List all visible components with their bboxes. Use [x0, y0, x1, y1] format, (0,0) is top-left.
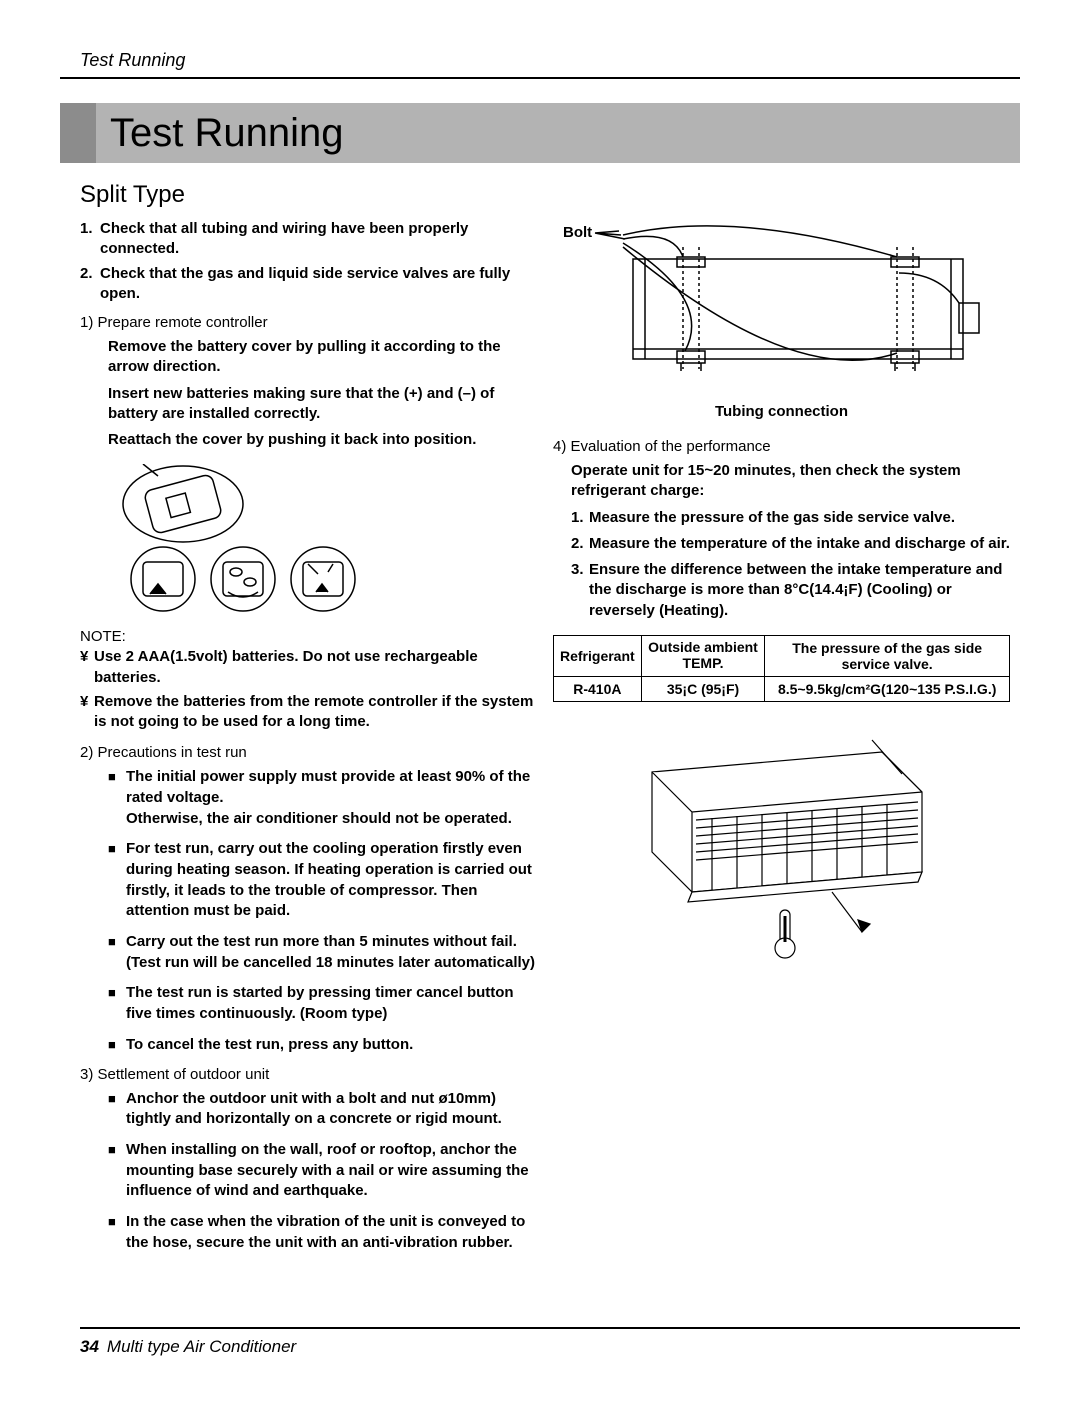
th-temp: Outside ambient TEMP.: [641, 635, 765, 676]
step-3-heading: 3) Settlement of outdoor unit: [80, 1066, 537, 1083]
check-2: Check that the gas and liquid side servi…: [100, 264, 537, 305]
step3-item-1: Anchor the outdoor unit with a bolt and …: [126, 1089, 537, 1130]
indoor-unit-diagram: [553, 732, 1010, 962]
td-temp: 35¡C (95¡F): [641, 676, 765, 701]
step-1-body: Remove the battery cover by pulling it a…: [108, 337, 537, 450]
banner-accent: [60, 103, 96, 163]
step3-item-2: When installing on the wall, roof or roo…: [126, 1140, 537, 1202]
bolt-label: Bolt: [563, 224, 592, 241]
step2-item-2: For test run, carry out the cooling oper…: [126, 839, 537, 922]
step4-item-3: Ensure the difference between the intake…: [589, 560, 1010, 621]
left-column: 1.Check that all tubing and wiring have …: [60, 219, 537, 1263]
step2-item-1: The initial power supply must provide at…: [126, 767, 537, 829]
th-refrigerant: Refrigerant: [554, 635, 642, 676]
right-column: Bolt: [553, 219, 1020, 1263]
step2-item-4: The test run is started by pressing time…: [126, 983, 537, 1024]
td-pressure: 8.5~9.5kg/cm²G(120~135 P.S.I.G.): [765, 676, 1010, 701]
step-2-heading: 2) Precautions in test run: [80, 744, 537, 761]
step3-item-3: In the case when the vibration of the un…: [126, 1212, 537, 1253]
step2-item-5: To cancel the test run, press any button…: [126, 1035, 413, 1056]
title-banner: Test Running: [60, 103, 1020, 163]
page-title: Test Running: [110, 111, 343, 156]
td-refrigerant: R-410A: [554, 676, 642, 701]
note-2: Remove the batteries from the remote con…: [94, 692, 537, 733]
note-list: ¥Use 2 AAA(1.5volt) batteries. Do not us…: [80, 647, 537, 732]
header-rule: [60, 77, 1020, 79]
step1-item-3: Reattach the cover by pushing it back in…: [108, 430, 537, 450]
step4-intro: Operate unit for 15~20 minutes, then che…: [571, 461, 1010, 502]
remote-battery-diagram: [108, 464, 537, 614]
step2-item-3: Carry out the test run more than 5 minut…: [126, 932, 537, 973]
page-number: 34: [80, 1337, 99, 1356]
step1-item-2: Insert new batteries making sure that th…: [108, 384, 537, 425]
subtitle: Split Type: [80, 181, 1020, 209]
note-1: Use 2 AAA(1.5volt) batteries. Do not use…: [94, 647, 537, 688]
th-pressure: The pressure of the gas side service val…: [765, 635, 1010, 676]
step4-item-2: Measure the temperature of the intake an…: [589, 535, 1010, 552]
step-4-heading: 4) Evaluation of the performance: [553, 438, 1010, 455]
page-footer: 34 Multi type Air Conditioner: [80, 1327, 1020, 1357]
step-4-body: Operate unit for 15~20 minutes, then che…: [571, 461, 1010, 621]
step-3-body: ■Anchor the outdoor unit with a bolt and…: [108, 1089, 537, 1254]
footer-title: Multi type Air Conditioner: [107, 1337, 296, 1356]
note-label: NOTE:: [80, 628, 537, 645]
step4-item-1: Measure the pressure of the gas side ser…: [589, 509, 955, 526]
check-1: Check that all tubing and wiring have be…: [100, 219, 537, 260]
step-2-body: ■The initial power supply must provide a…: [108, 767, 537, 1055]
step-1-heading: 1) Prepare remote controller: [80, 314, 537, 331]
outdoor-unit-diagram: Bolt: [553, 219, 1010, 399]
running-header: Test Running: [60, 50, 1020, 71]
refrigerant-table: Refrigerant Outside ambient TEMP. The pr…: [553, 635, 1010, 702]
tubing-connection-label: Tubing connection: [553, 403, 1010, 420]
step1-item-1: Remove the battery cover by pulling it a…: [108, 337, 537, 378]
initial-checks: 1.Check that all tubing and wiring have …: [80, 219, 537, 304]
